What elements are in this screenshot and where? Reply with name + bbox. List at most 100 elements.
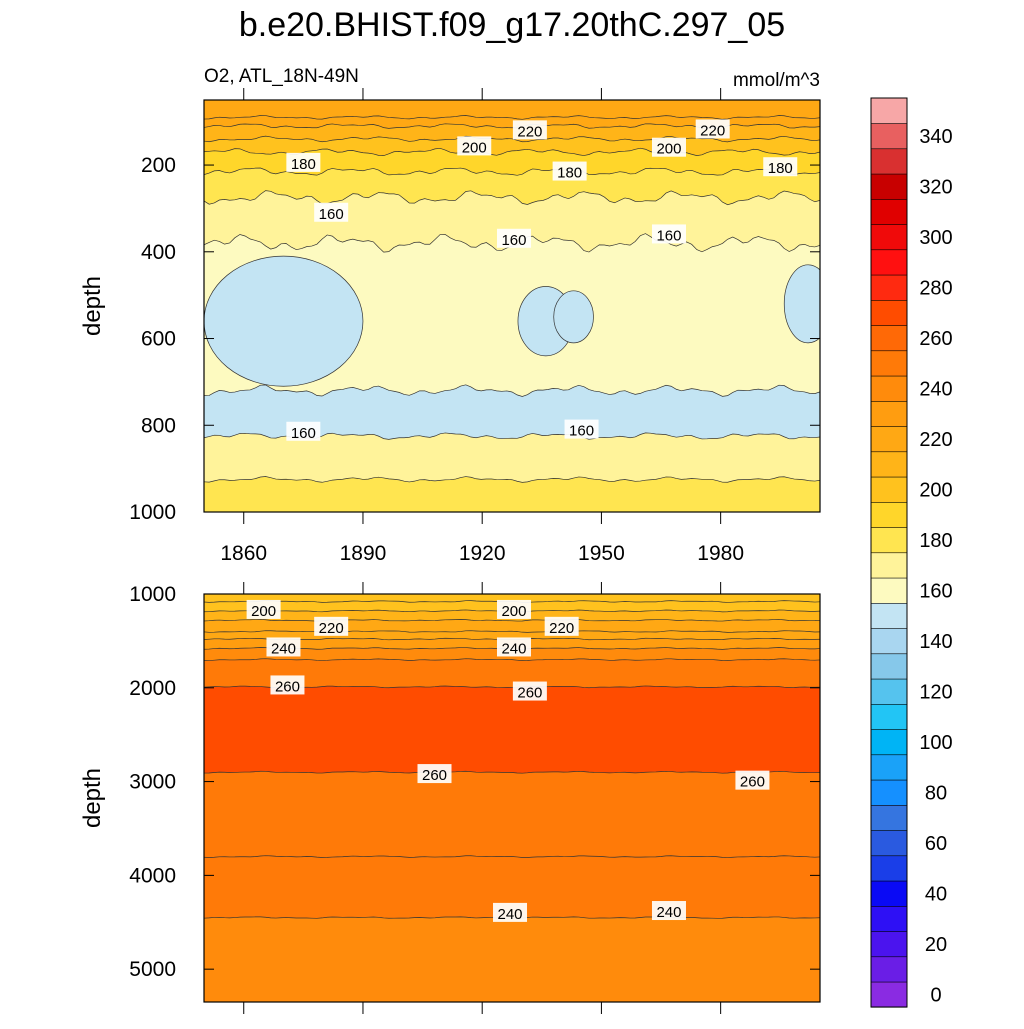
upper-x-axis: 1860 1890 1920 1950 1980 <box>220 88 744 565</box>
upper-contour-line <box>204 147 820 156</box>
upper-contour-patch <box>204 255 364 387</box>
upper-band <box>204 100 820 120</box>
lower-contour-label-bg <box>735 770 770 790</box>
upper-contour-label: 220 <box>695 119 730 139</box>
lower-y-tick-label: 4000 <box>129 864 176 887</box>
lower-contour-label: 200 <box>246 599 281 620</box>
upper-plot-frame <box>203 99 821 513</box>
colorbar-tick-label: 220 <box>919 429 952 451</box>
upper-band <box>204 123 820 142</box>
upper-x-tick-label: 1980 <box>697 542 744 565</box>
lower-contour-label-bg <box>270 675 305 695</box>
upper-contour-label-text: 180 <box>557 165 582 182</box>
upper-contour-patch <box>553 290 594 344</box>
lower-contour-line <box>204 658 820 661</box>
lower-contour-label-text: 220 <box>319 620 344 637</box>
upper-panel-variable-label: O2, ATL_18N-49N <box>204 66 359 87</box>
colorbar-swatch <box>870 299 908 326</box>
upper-contour-label-bg <box>651 224 686 244</box>
lower-band <box>204 619 820 633</box>
lower-y-tick-label: 3000 <box>129 771 176 794</box>
lower-contour-label-text: 260 <box>275 678 300 695</box>
upper-contour-label: 160 <box>651 224 686 244</box>
upper-panel-units-label: mmol/m^3 <box>733 70 820 91</box>
colorbar-tick-label: 0 <box>930 984 941 1006</box>
colorbar-swatch <box>870 249 908 276</box>
colorbar-swatch <box>870 476 908 503</box>
colorbar-swatch <box>870 350 908 377</box>
upper-contour-label: 180 <box>763 157 798 177</box>
colorbar-swatch <box>870 274 908 301</box>
lower-contour-label-bg <box>246 599 281 619</box>
lower-band <box>204 658 820 688</box>
upper-contour-label-text: 200 <box>462 139 487 156</box>
upper-contour-label-bg <box>564 419 599 439</box>
upper-y-tick-label: 600 <box>141 328 176 351</box>
lower-contour-label: 240 <box>496 637 531 657</box>
colorbar-swatch <box>870 829 908 857</box>
lower-contour-label-text: 240 <box>501 640 526 657</box>
upper-contour-label: 200 <box>651 137 686 158</box>
lower-contour-label: 260 <box>512 681 547 702</box>
lower-plot-frame <box>203 593 821 1003</box>
lower-contour-label-text: 240 <box>656 904 681 921</box>
colorbar: 0 20 40 60 80 100 120 140 160 180 200 220 240 260 280 3… <box>870 97 953 1008</box>
colorbar-swatch <box>870 122 908 150</box>
colorbar-swatch <box>870 173 908 200</box>
upper-contour-label-bg <box>512 120 547 140</box>
upper-contour-label-text: 180 <box>768 160 793 177</box>
upper-contour-label-text: 160 <box>569 423 594 440</box>
upper-contour-label-text: 180 <box>291 156 316 173</box>
lower-contour-label-text: 200 <box>251 603 276 620</box>
colorbar-swatch <box>870 754 908 781</box>
lower-band <box>204 594 820 603</box>
upper-y-tick-label: 400 <box>141 241 176 264</box>
colorbar-swatch <box>870 602 908 629</box>
colorbar-swatch <box>870 627 908 655</box>
upper-contour-label-bg <box>457 136 492 156</box>
upper-contour-label-bg <box>552 161 587 181</box>
lower-contour-line <box>204 630 820 633</box>
colorbar-swatch <box>870 425 908 453</box>
lower-contour-label-bg <box>314 616 349 636</box>
upper-contour-line <box>204 115 820 120</box>
colorbar-swatch <box>870 804 908 831</box>
lower-contour-label-bg <box>266 637 301 657</box>
lower-contour-label-text: 240 <box>271 640 296 657</box>
colorbar-tick-label: 160 <box>919 580 952 602</box>
upper-contour-label-text: 160 <box>291 425 316 442</box>
colorbar-tick-label: 200 <box>919 479 952 501</box>
upper-panel: 220 220 200 200 180 180 180 160 160 160 160 160 200 4… <box>79 88 821 565</box>
colorbar-swatch <box>870 956 908 983</box>
upper-x-tick-label: 1920 <box>459 542 506 565</box>
lower-y-tick-label: 5000 <box>129 958 176 981</box>
colorbar-swatch <box>870 880 908 907</box>
colorbar-tick-label: 300 <box>919 227 952 249</box>
lower-band <box>204 630 820 640</box>
colorbar-swatch <box>870 375 908 402</box>
upper-contour-label-text: 220 <box>517 123 542 140</box>
upper-contour-label: 180 <box>286 152 321 173</box>
upper-contour-line <box>204 167 820 176</box>
lower-contour-line <box>204 855 820 858</box>
lower-contour-label-bg <box>651 901 686 921</box>
lower-contour-label-text: 260 <box>422 767 447 784</box>
upper-contour-line <box>204 384 820 397</box>
colorbar-tick-label: 320 <box>919 176 952 198</box>
colorbar-tick-label: 280 <box>919 277 952 299</box>
colorbar-swatch <box>870 855 908 882</box>
colorbar-swatch <box>870 526 908 554</box>
lower-contour-label-bg <box>496 637 531 657</box>
colorbar-tick-label: 40 <box>925 883 947 905</box>
colorbar-swatch <box>870 981 908 1008</box>
upper-contour-patch <box>783 264 820 344</box>
upper-contour-label: 200 <box>457 136 492 156</box>
upper-contour-line <box>204 190 820 206</box>
colorbar-tick-label: 20 <box>925 934 947 956</box>
lower-contour-label-bg <box>496 599 531 619</box>
lower-contour-label: 200 <box>496 599 531 620</box>
lower-contour-label-bg <box>544 616 579 636</box>
colorbar-swatch <box>870 653 908 680</box>
upper-y-tick-label: 1000 <box>129 501 176 524</box>
